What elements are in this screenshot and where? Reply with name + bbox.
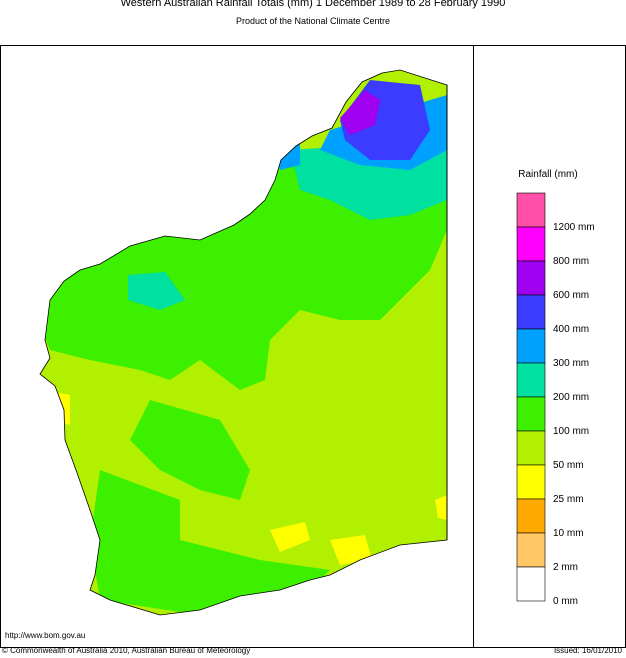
legend-title: Rainfall (mm) bbox=[518, 169, 577, 180]
zone-25 bbox=[270, 522, 310, 552]
legend-swatch bbox=[516, 226, 546, 262]
zone-25 bbox=[45, 390, 70, 425]
legend-label: 50 mm bbox=[553, 460, 584, 471]
legend-label: 300 mm bbox=[553, 358, 589, 369]
zone-100 bbox=[40, 160, 447, 390]
footer-copyright: © Commonwealth of Australia 2010, Austra… bbox=[2, 646, 250, 655]
legend-label: 800 mm bbox=[553, 256, 589, 267]
map-subtitle: Product of the National Climate Centre bbox=[236, 16, 390, 26]
rainfall-map bbox=[40, 70, 447, 615]
zone-100 bbox=[90, 470, 330, 615]
legend-label: 0 mm bbox=[553, 596, 578, 607]
legend-swatch bbox=[516, 192, 546, 228]
legend-label: 200 mm bbox=[553, 392, 589, 403]
legend-swatch bbox=[516, 532, 546, 568]
legend-label: 600 mm bbox=[553, 290, 589, 301]
legend-swatch bbox=[516, 430, 546, 466]
legend-label: 400 mm bbox=[553, 324, 589, 335]
coastline bbox=[39, 69, 448, 616]
legend-swatch bbox=[516, 498, 546, 534]
zone-25 bbox=[330, 535, 372, 565]
legend-label: 25 mm bbox=[553, 494, 584, 505]
zone-25 bbox=[435, 495, 447, 520]
legend-swatch bbox=[516, 362, 546, 398]
legend-swatch bbox=[516, 566, 546, 602]
footer-url: http://www.bom.gov.au bbox=[5, 631, 85, 640]
legend-label: 2 mm bbox=[553, 562, 578, 573]
legend-swatch bbox=[516, 294, 546, 330]
legend-swatch bbox=[516, 328, 546, 364]
legend-swatch bbox=[516, 396, 546, 432]
legend-label: 100 mm bbox=[553, 426, 589, 437]
zone-600 bbox=[340, 90, 380, 135]
legend-label: 10 mm bbox=[553, 528, 584, 539]
legend-label: 1200 mm bbox=[553, 222, 595, 233]
zone-200 bbox=[128, 272, 185, 310]
legend: 1200 mm 800 mm 600 mm 400 mm 300 mm 200 mm 100… bbox=[516, 192, 595, 607]
legend-swatch bbox=[516, 260, 546, 296]
legend-swatch bbox=[516, 464, 546, 500]
map-title: Western Australian Rainfall Totals (mm) … bbox=[121, 0, 506, 9]
zone-100 bbox=[130, 400, 250, 500]
footer-issued: Issued: 16/01/2010 bbox=[554, 646, 623, 655]
